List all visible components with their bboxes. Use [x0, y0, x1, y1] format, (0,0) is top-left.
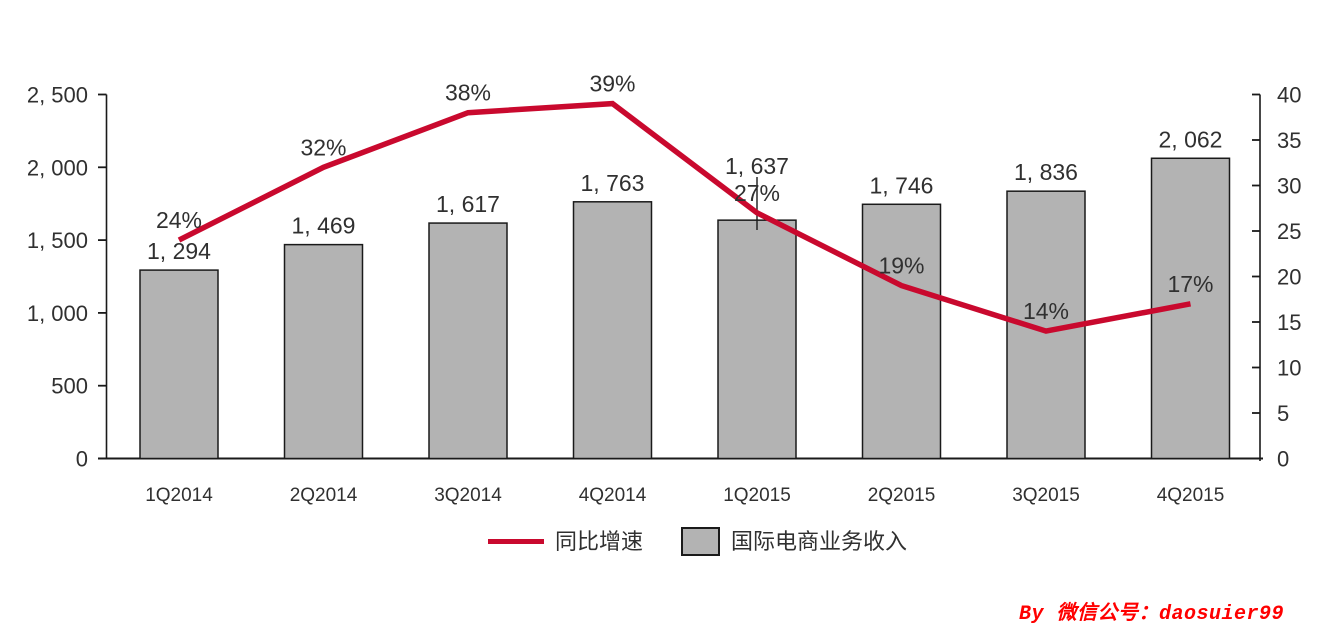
legend-item-revenue-bar: 国际电商业务收入	[681, 527, 907, 556]
x-axis-category-label: 4Q2014	[579, 485, 647, 506]
left-axis-tick-label: 1, 500	[27, 228, 88, 253]
x-axis-category-label: 3Q2014	[434, 485, 502, 506]
x-axis-category-label: 1Q2014	[145, 485, 213, 506]
growth-line	[177, 100, 1192, 334]
bar-value-label: 1, 637	[725, 153, 789, 179]
right-axis-tick-label: 15	[1277, 310, 1301, 335]
right-axis-tick-label: 20	[1277, 265, 1301, 290]
revenue-bar	[572, 201, 653, 460]
x-axis-category-label: 4Q2015	[1157, 485, 1225, 506]
line-point-label: 38%	[445, 80, 491, 106]
right-axis-tick-label: 5	[1277, 401, 1289, 426]
bar-value-label: 1, 469	[292, 213, 356, 239]
revenue-bar	[428, 222, 508, 460]
watermark: By 微信公号：daosuier99	[1018, 603, 1284, 626]
x-axis-category-label: 3Q2015	[1012, 485, 1080, 506]
revenue-bar	[861, 203, 942, 460]
left-axis-tick-label: 1, 000	[27, 301, 88, 326]
revenue-bar	[283, 243, 364, 460]
right-axis-tick-label: 40	[1277, 83, 1301, 108]
right-axis-tick-label: 10	[1277, 356, 1301, 381]
bar-value-label: 1, 746	[870, 172, 934, 198]
line-point-label: 27%	[734, 180, 780, 206]
chart-legend: 同比增速 国际电商业务收入	[488, 527, 907, 556]
right-axis-tick-label: 35	[1277, 128, 1301, 153]
x-axis-category-label: 1Q2015	[723, 485, 791, 506]
left-axis-tick-label: 0	[76, 447, 88, 472]
left-axis-tick-label: 500	[51, 374, 88, 399]
bar-value-label: 1, 617	[436, 191, 500, 217]
legend-label-growth: 同比增速	[555, 528, 644, 554]
line-point-label: 19%	[878, 253, 924, 279]
revenue-bar	[717, 219, 797, 460]
x-axis-category-label: 2Q2014	[290, 485, 358, 506]
bar-value-label: 1, 763	[581, 170, 645, 196]
line-point-label: 39%	[589, 71, 635, 97]
line-series-swatch	[488, 539, 544, 544]
legend-item-growth-line: 同比增速	[488, 528, 644, 554]
bar-value-label: 1, 294	[147, 238, 211, 264]
bar-series-swatch	[681, 527, 721, 556]
right-axis-tick-label: 25	[1277, 219, 1301, 244]
revenue-bar	[139, 269, 219, 460]
line-point-label: 32%	[300, 134, 346, 160]
bar-value-label: 2, 062	[1159, 126, 1223, 152]
right-axis-tick-label: 0	[1277, 447, 1289, 472]
bar-value-label: 1, 836	[1014, 159, 1078, 185]
line-point-label: 17%	[1167, 271, 1213, 297]
left-axis-tick-label: 2, 000	[27, 155, 88, 180]
x-axis-category-label: 2Q2015	[868, 485, 936, 506]
line-point-label: 24%	[156, 207, 202, 233]
left-axis-tick-label: 2, 500	[27, 83, 88, 108]
right-axis-tick-label: 30	[1277, 174, 1301, 199]
line-point-label: 14%	[1023, 298, 1069, 324]
legend-label-revenue: 国际电商业务收入	[731, 528, 908, 554]
